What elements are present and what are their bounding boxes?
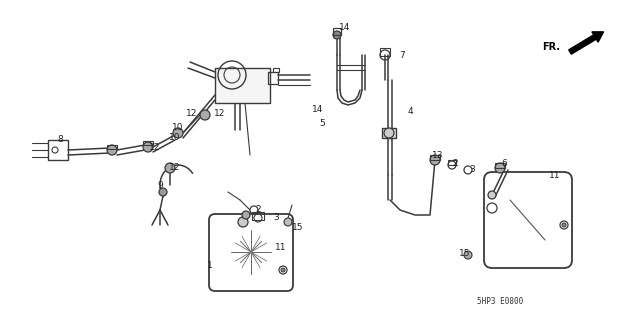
FancyBboxPatch shape bbox=[209, 214, 293, 291]
Text: 5HP3 E0800: 5HP3 E0800 bbox=[477, 298, 523, 307]
Text: 14: 14 bbox=[312, 106, 324, 115]
Bar bbox=[448, 160, 456, 165]
Text: 3: 3 bbox=[273, 213, 279, 222]
Bar bbox=[252, 212, 264, 220]
Circle shape bbox=[143, 142, 153, 152]
Circle shape bbox=[238, 217, 248, 227]
Text: 10: 10 bbox=[169, 132, 180, 142]
Bar bbox=[430, 155, 440, 160]
Text: 2: 2 bbox=[255, 205, 261, 214]
Bar bbox=[333, 28, 341, 35]
Text: 4: 4 bbox=[407, 108, 413, 116]
Text: 12: 12 bbox=[214, 108, 226, 117]
Text: 10: 10 bbox=[172, 122, 184, 131]
Circle shape bbox=[464, 251, 472, 259]
Text: 5: 5 bbox=[319, 118, 325, 128]
Text: 6: 6 bbox=[501, 159, 507, 167]
Circle shape bbox=[200, 110, 210, 120]
Bar bbox=[215, 68, 270, 103]
Text: 13: 13 bbox=[432, 151, 444, 160]
FancyArrow shape bbox=[569, 32, 604, 54]
Circle shape bbox=[495, 163, 505, 173]
Text: 14: 14 bbox=[339, 24, 351, 33]
Circle shape bbox=[281, 268, 285, 272]
Text: 15: 15 bbox=[460, 249, 471, 257]
Circle shape bbox=[165, 163, 175, 173]
Circle shape bbox=[488, 191, 496, 199]
Bar bbox=[48, 140, 68, 160]
Bar bbox=[380, 48, 390, 56]
Text: 1: 1 bbox=[207, 261, 213, 270]
Text: 7: 7 bbox=[399, 50, 405, 60]
Text: 8: 8 bbox=[57, 136, 63, 145]
Text: 3: 3 bbox=[469, 165, 475, 174]
Text: FR.: FR. bbox=[542, 42, 560, 52]
Text: 11: 11 bbox=[549, 170, 561, 180]
Circle shape bbox=[107, 145, 117, 155]
Bar bbox=[495, 163, 505, 168]
Text: 12: 12 bbox=[186, 108, 198, 117]
Text: 12: 12 bbox=[170, 164, 180, 173]
Bar bbox=[273, 68, 279, 72]
Circle shape bbox=[430, 155, 440, 165]
FancyBboxPatch shape bbox=[484, 172, 572, 268]
Circle shape bbox=[384, 128, 394, 138]
Bar bbox=[382, 128, 396, 138]
Text: 9: 9 bbox=[157, 181, 163, 189]
Circle shape bbox=[173, 128, 183, 138]
Circle shape bbox=[284, 218, 292, 226]
Circle shape bbox=[159, 188, 167, 196]
Text: 11: 11 bbox=[275, 242, 287, 251]
Text: 15: 15 bbox=[292, 224, 304, 233]
Bar bbox=[268, 72, 278, 84]
Circle shape bbox=[562, 223, 566, 227]
Circle shape bbox=[333, 31, 341, 39]
Bar bbox=[143, 141, 153, 145]
Bar bbox=[107, 145, 117, 149]
Text: 2: 2 bbox=[452, 159, 458, 167]
Circle shape bbox=[242, 211, 250, 219]
Text: 12: 12 bbox=[149, 144, 161, 152]
